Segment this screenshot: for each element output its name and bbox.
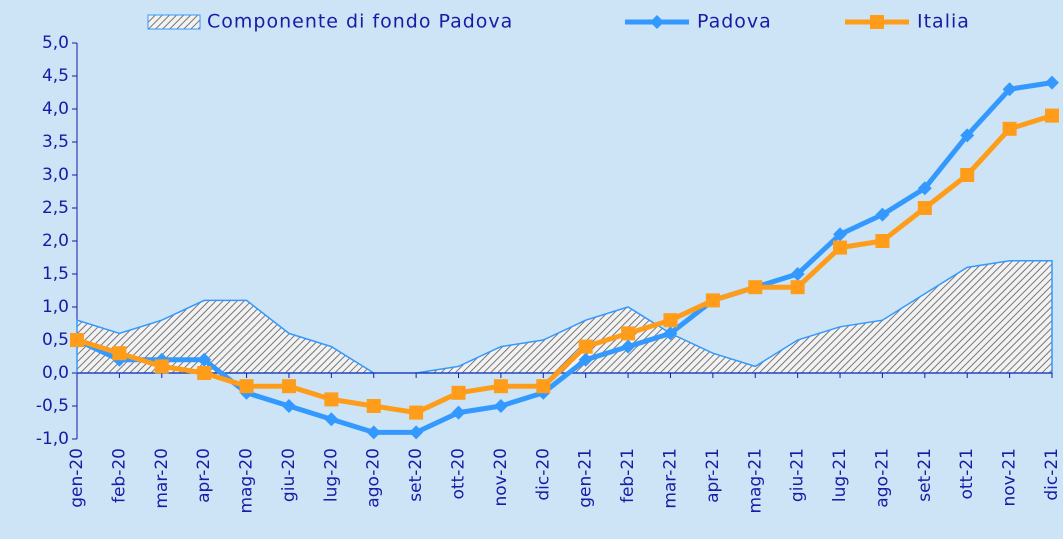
legend-swatch [147,14,201,30]
legend-marker [870,15,884,29]
marker [663,313,678,328]
marker [917,201,932,215]
marker [154,359,169,374]
marker [578,352,593,367]
y-tick-label: 2,0 [42,231,69,251]
x-tick-label: dic-20 [533,448,553,501]
legend-marker [650,15,664,29]
marker [366,425,381,440]
marker [1002,121,1017,136]
marker [324,412,339,427]
x-tick-label: lug-20 [321,448,341,502]
x-tick-label: lug-21 [830,448,850,502]
marker [197,352,212,367]
x-tick-label: mag-21 [745,448,765,514]
marker [833,227,848,242]
marker [409,405,424,420]
y-tick-label: -1,0 [36,429,69,449]
y-tick-label: -0,5 [36,396,69,416]
marker [960,168,975,182]
x-tick-label: nov-21 [1000,448,1020,507]
marker [621,339,636,354]
legend-label: Padova [697,11,772,33]
marker [409,425,424,440]
x-tick-label: set-20 [406,448,426,502]
x-tick-label: mar-21 [660,448,680,509]
line [76,113,1053,416]
marker [875,234,890,248]
marker [833,240,848,255]
y-tick-label: 0,5 [42,330,69,350]
marker [493,399,508,413]
marker [621,326,636,341]
y-tick-label: 1,5 [42,264,69,284]
y-tick-label: 2,5 [42,198,69,218]
marker [790,280,805,295]
marker [70,333,84,347]
x-tick-label: giu-20 [279,448,299,502]
x-tick-label: gen-21 [576,448,596,508]
marker [324,392,339,407]
marker [197,366,212,380]
y-tick-label: 4,5 [42,66,69,86]
marker [281,399,296,413]
x-tick-label: apr-21 [703,448,723,503]
marker [705,293,720,308]
legend-label: Componente di fondo Padova [207,11,513,33]
line [75,80,1053,435]
x-tick-label: ago-21 [872,448,892,508]
marker [493,379,508,394]
marker [748,280,763,295]
x-tick-label: feb-21 [618,448,638,503]
x-tick-label: feb-20 [109,448,129,503]
marker [663,326,678,341]
x-tick-label: apr-20 [194,448,214,503]
x-tick-label: set-21 [915,448,935,502]
x-tick-label: ott-21 [957,448,977,500]
x-tick-label: mag-20 [237,448,257,514]
x-tick-label: dic-21 [1042,448,1062,501]
x-tick-label: giu-21 [788,448,808,502]
marker [790,267,805,281]
marker [1002,82,1017,97]
x-tick-label: ago-20 [364,448,384,508]
marker [239,379,254,394]
marker [112,346,127,361]
marker [281,379,296,394]
x-tick-label: nov-20 [491,448,511,507]
x-tick-label: gen-20 [67,448,87,508]
marker [451,385,466,400]
marker [536,379,551,394]
y-tick-label: 0,0 [42,363,69,383]
marker [366,399,381,413]
marker [451,405,466,420]
marker [1045,75,1059,90]
area [76,260,1053,374]
marker [917,181,932,196]
y-tick-label: 5,0 [42,33,69,53]
marker [960,128,975,143]
y-tick-label: 4,0 [42,99,69,119]
x-tick-label: ott-20 [449,448,469,500]
marker [1045,108,1059,123]
legend-label: Italia [917,11,970,33]
y-tick-label: 3,0 [42,165,69,185]
y-tick-label: 3,5 [42,132,69,152]
x-tick-label: mar-20 [152,448,172,509]
y-tick-label: 1,0 [42,297,69,317]
marker [875,207,890,222]
marker [578,339,593,354]
